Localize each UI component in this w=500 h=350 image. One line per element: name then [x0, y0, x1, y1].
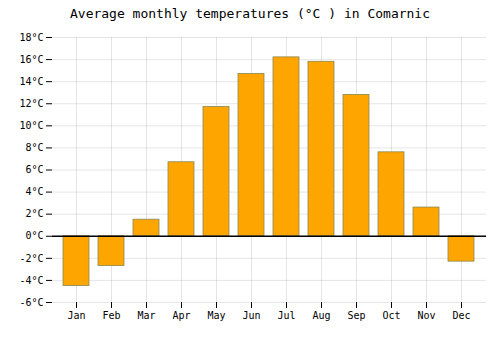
svg-text:12°C: 12°C: [19, 98, 43, 109]
svg-text:Jun: Jun: [242, 310, 260, 321]
svg-text:18°C: 18°C: [19, 32, 43, 43]
svg-text:Sep: Sep: [347, 310, 365, 321]
svg-text:Mar: Mar: [137, 310, 155, 321]
svg-text:0°C: 0°C: [25, 230, 43, 241]
svg-text:Dec: Dec: [452, 310, 470, 321]
svg-text:8°C: 8°C: [25, 142, 43, 153]
svg-text:Aug: Aug: [312, 310, 330, 321]
svg-text:16°C: 16°C: [19, 54, 43, 65]
svg-text:May: May: [207, 310, 225, 321]
svg-text:Apr: Apr: [172, 310, 190, 321]
svg-text:-2°C: -2°C: [19, 253, 43, 264]
svg-text:Jan: Jan: [67, 310, 85, 321]
svg-text:2°C: 2°C: [25, 208, 43, 219]
svg-text:-6°C: -6°C: [19, 297, 43, 308]
svg-text:Feb: Feb: [102, 310, 120, 321]
svg-text:-4°C: -4°C: [19, 275, 43, 286]
svg-text:Nov: Nov: [417, 310, 435, 321]
svg-text:6°C: 6°C: [25, 164, 43, 175]
html-text:Average monthly temperatures (: Average monthly temperatures (°C ) in Co…: [70, 6, 430, 21]
svg-text:4°C: 4°C: [25, 186, 43, 197]
svg-text:14°C: 14°C: [19, 76, 43, 87]
svg-text:Jul: Jul: [277, 310, 295, 321]
svg-text:10°C: 10°C: [19, 120, 43, 131]
svg-text:Oct: Oct: [382, 310, 400, 321]
